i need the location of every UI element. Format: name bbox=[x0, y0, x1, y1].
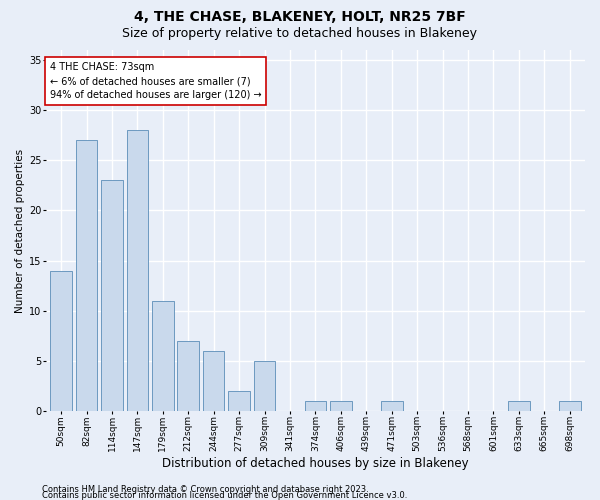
Bar bbox=[101, 180, 123, 411]
Text: Size of property relative to detached houses in Blakeney: Size of property relative to detached ho… bbox=[122, 28, 478, 40]
Bar bbox=[203, 351, 224, 411]
Text: Contains HM Land Registry data © Crown copyright and database right 2023.: Contains HM Land Registry data © Crown c… bbox=[42, 484, 369, 494]
X-axis label: Distribution of detached houses by size in Blakeney: Distribution of detached houses by size … bbox=[162, 457, 469, 470]
Text: Contains public sector information licensed under the Open Government Licence v3: Contains public sector information licen… bbox=[42, 490, 407, 500]
Bar bbox=[178, 340, 199, 411]
Bar bbox=[559, 401, 581, 411]
Y-axis label: Number of detached properties: Number of detached properties bbox=[15, 148, 25, 312]
Bar bbox=[152, 300, 173, 411]
Bar bbox=[330, 401, 352, 411]
Bar bbox=[305, 401, 326, 411]
Bar bbox=[76, 140, 97, 411]
Bar bbox=[254, 361, 275, 411]
Bar bbox=[127, 130, 148, 411]
Bar bbox=[229, 391, 250, 411]
Bar bbox=[50, 270, 72, 411]
Bar bbox=[381, 401, 403, 411]
Text: 4, THE CHASE, BLAKENEY, HOLT, NR25 7BF: 4, THE CHASE, BLAKENEY, HOLT, NR25 7BF bbox=[134, 10, 466, 24]
Text: 4 THE CHASE: 73sqm
← 6% of detached houses are smaller (7)
94% of detached house: 4 THE CHASE: 73sqm ← 6% of detached hous… bbox=[50, 62, 261, 100]
Bar bbox=[508, 401, 530, 411]
